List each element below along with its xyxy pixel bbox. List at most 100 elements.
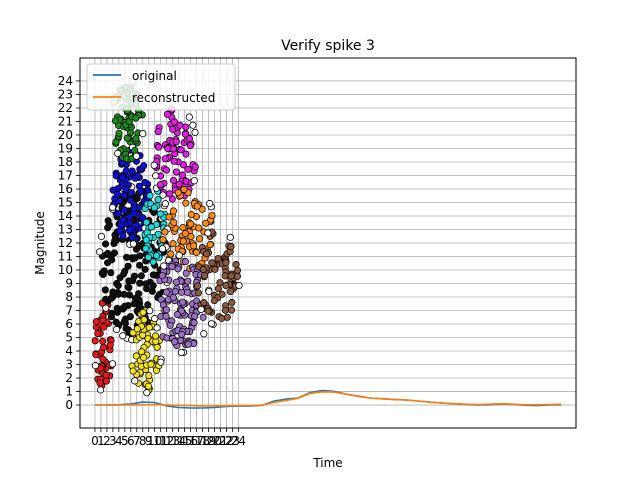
plot-frame [79,57,577,429]
legend-label-reconstructed: reconstructed [132,91,215,105]
scatter-outlier-point [151,314,159,323]
scatter-point [142,245,150,253]
scatter-point [163,110,171,118]
scatter-point [96,379,104,387]
scatter-point [203,250,211,258]
scatter-point [142,280,150,288]
scatter-point [233,266,242,275]
scatter-point [227,272,235,280]
y-tick-label: 17 [58,168,73,182]
scatter-point [107,295,115,303]
scatter-point [181,130,189,138]
scatter-clusters [91,78,243,397]
x-tick-label: 10 [147,434,162,448]
scatter-point [178,330,186,338]
scatter-point [156,181,164,189]
scatter-point [125,277,133,285]
scatter-point [193,202,201,210]
scatter-outlier-point [91,362,100,370]
scatter-point [228,298,236,307]
scatter-outlier-point [112,325,121,334]
scatter-point [111,117,120,125]
scatter-point [170,118,178,126]
scatter-point [223,313,231,321]
scatter-point [100,323,108,331]
scatter-point [208,211,216,220]
y-tick-label: 3 [65,358,73,372]
scatter-point [145,372,153,380]
scatter-point [112,172,120,180]
x-tick-label: 9 [145,434,153,448]
scatter-point [200,299,208,307]
scatter-point [140,316,148,324]
scatter-point [204,307,212,315]
scatter-point [123,253,131,261]
x-tick-label: 4 [115,434,123,448]
scatter-outlier-point [200,330,208,338]
y-tick-label: 22 [58,101,73,115]
scatter-point [133,194,141,202]
scatter-point [156,210,164,218]
legend: original reconstructed [86,63,236,111]
scatter-point [210,297,218,305]
scatter-outlier-point [97,386,105,394]
y-tick-label: 6 [65,317,73,331]
scatter-point [141,265,149,273]
scatter-point [99,316,107,324]
scatter-outlier-point [108,203,117,212]
scatter-point [170,157,178,165]
scatter-point [94,330,102,338]
scatter-point [108,256,116,264]
scatter-point [180,185,188,193]
scatter-point [99,337,107,345]
scatter-point [135,242,143,250]
scatter-point [122,185,130,193]
scatter-outlier-point [146,307,154,315]
scatter-point [125,213,134,221]
y-axis-label: Magnitude [33,211,47,275]
x-tick-label: 20 [207,434,222,448]
scatter-point [169,176,178,184]
scatter-point [159,236,167,244]
scatter-point [169,293,177,302]
scatter-point [177,336,185,345]
scatter-point [165,190,173,198]
scatter-point [145,323,153,332]
y-tick-label: 0 [65,398,73,412]
scatter-point [181,229,189,238]
scatter-point [172,138,180,146]
scatter-point [114,282,122,290]
scatter-point [124,262,132,270]
scatter-point [182,123,190,131]
scatter-point [187,211,195,219]
scatter-point [211,265,219,273]
x-tick-label: 14 [171,434,186,448]
scatter-point [227,306,235,314]
scatter-point [142,236,150,244]
scatter-point [169,125,177,133]
scatter-point [92,318,100,326]
scatter-point [206,241,214,249]
x-tick-label: 18 [195,434,210,448]
series-lines [94,389,562,409]
y-tick-label: 13 [58,222,73,236]
scatter-point [130,204,138,212]
scatter-outlier-point [108,360,117,368]
y-tick-label: 23 [58,87,73,101]
scatter-outlier-point [119,332,127,340]
scatter-outlier-point [139,130,147,138]
scatter-outlier-point [152,172,160,180]
scatter-point [102,377,110,385]
scatter-point [174,265,182,273]
scatter-point [184,340,192,348]
scatter-point [107,269,115,277]
scatter-point [192,248,201,257]
x-tick-label: 1 [97,434,105,448]
scatter-point [182,269,190,277]
scatter-point [102,371,110,379]
scatter-point [127,189,136,197]
scatter-point [119,232,127,240]
scatter-point [162,306,171,314]
